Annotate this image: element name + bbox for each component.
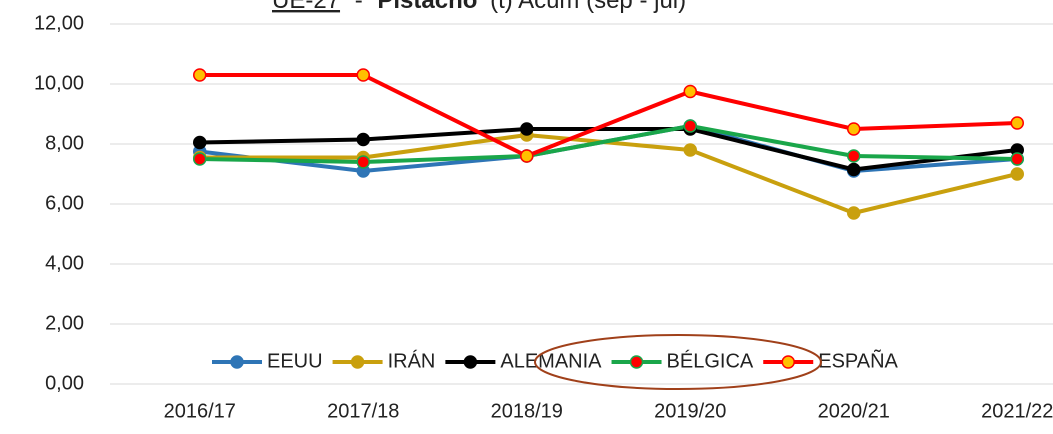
- marker: [1010, 152, 1024, 166]
- marker: [847, 162, 861, 177]
- x-tick-label: 2016/17: [164, 400, 236, 422]
- marker: [356, 68, 370, 82]
- title-part: UE-27: [272, 0, 340, 14]
- y-tick-label: 6,00: [45, 192, 84, 214]
- marker: [193, 152, 207, 166]
- annotation-ellipse: [534, 334, 822, 390]
- y-tick-label: 10,00: [34, 72, 84, 94]
- marker: [847, 122, 861, 136]
- legend: EEUU IRÁN ALEMANIA BÉLGICA ESPAÑA: [212, 348, 899, 372]
- legend-marker: [230, 355, 244, 369]
- marker: [520, 149, 534, 163]
- marker: [1010, 167, 1024, 181]
- marker: [683, 84, 697, 99]
- marker: [520, 122, 534, 136]
- title-part: (t) Acum (sep - jul): [490, 0, 686, 14]
- chart-title: UE-27 - Pistacho (t) Acum (sep - jul): [272, 0, 686, 14]
- legend-label: ALEMANIA: [500, 350, 602, 372]
- x-tick-label: 2018/19: [491, 400, 563, 422]
- x-tick-label: 2019/20: [654, 400, 726, 422]
- legend-label: EEUU: [267, 350, 323, 372]
- title-part: -: [355, 0, 363, 14]
- marker: [356, 155, 370, 169]
- marker: [356, 132, 370, 147]
- legend-label: BÉLGICA: [667, 349, 754, 372]
- series-line: [199, 124, 1018, 164]
- y-tick-label: 12,00: [34, 12, 84, 34]
- legend-label: IRÁN: [388, 349, 436, 372]
- marker: [193, 68, 207, 82]
- series-line: [199, 73, 1018, 158]
- legend-marker: [629, 355, 644, 369]
- marker: [1010, 116, 1024, 130]
- title-part: Pistacho: [377, 0, 477, 14]
- x-tick-label: 2020/21: [818, 400, 890, 422]
- legend-marker: [463, 355, 478, 369]
- y-tick-label: 4,00: [45, 252, 84, 274]
- marker: [193, 135, 207, 150]
- marker: [683, 143, 697, 157]
- legend-label: ESPAÑA: [818, 348, 898, 372]
- marker: [847, 149, 861, 163]
- x-tick-label: 2017/18: [327, 400, 399, 422]
- legend-marker: [781, 355, 795, 369]
- y-tick-label: 0,00: [45, 372, 84, 394]
- y-tick-label: 8,00: [45, 132, 84, 154]
- series-line: [199, 127, 1018, 172]
- marker: [847, 206, 861, 220]
- y-tick-label: 2,00: [45, 312, 84, 334]
- x-tick-label: 2021/22: [981, 400, 1053, 422]
- lines: [193, 68, 1024, 220]
- legend-marker: [350, 355, 365, 369]
- marker: [683, 119, 697, 133]
